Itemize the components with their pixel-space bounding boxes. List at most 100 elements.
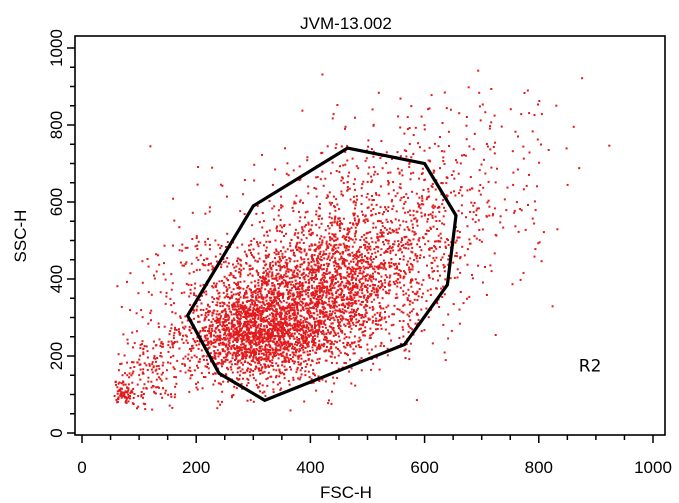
scatter-point xyxy=(190,349,193,352)
scatter-point xyxy=(257,245,260,248)
scatter-point xyxy=(368,265,371,268)
scatter-point xyxy=(375,294,378,297)
scatter-point xyxy=(444,278,447,281)
scatter-point xyxy=(466,189,469,192)
scatter-point xyxy=(415,312,418,315)
scatter-point xyxy=(245,289,248,292)
scatter-point xyxy=(335,305,338,308)
scatter-point xyxy=(354,235,357,238)
scatter-point xyxy=(205,315,208,318)
scatter-point xyxy=(284,358,287,361)
scatter-point xyxy=(276,260,279,263)
scatter-point xyxy=(428,276,431,279)
scatter-point xyxy=(203,335,206,338)
scatter-point xyxy=(264,350,267,353)
scatter-point xyxy=(203,319,206,322)
scatter-point xyxy=(188,325,191,328)
scatter-point xyxy=(396,278,399,281)
scatter-point xyxy=(316,298,319,301)
scatter-point xyxy=(293,260,296,263)
scatter-point xyxy=(303,278,306,281)
scatter-point xyxy=(242,353,245,356)
scatter-point xyxy=(307,370,310,373)
scatter-point xyxy=(362,322,365,325)
scatter-point xyxy=(263,358,266,361)
scatter-point xyxy=(284,284,287,287)
scatter-point xyxy=(427,187,430,190)
scatter-point xyxy=(307,334,310,337)
scatter-point xyxy=(294,228,297,231)
scatter-point xyxy=(313,334,316,337)
scatter-point xyxy=(458,112,461,115)
scatter-point xyxy=(190,284,193,286)
scatter-point xyxy=(328,216,331,219)
scatter-point xyxy=(369,278,372,281)
scatter-point xyxy=(337,217,340,220)
scatter-point xyxy=(368,166,371,169)
scatter-point xyxy=(236,340,239,343)
scatter-point xyxy=(395,272,398,275)
scatter-point xyxy=(158,367,161,370)
scatter-point xyxy=(165,369,168,372)
scatter-point xyxy=(313,277,316,280)
scatter-point xyxy=(271,359,274,362)
scatter-point xyxy=(393,243,396,246)
scatter-point xyxy=(388,231,391,234)
scatter-point xyxy=(364,215,367,218)
scatter-point xyxy=(396,296,399,299)
scatter-point xyxy=(359,303,362,306)
scatter-point xyxy=(294,328,297,331)
scatter-point xyxy=(160,373,163,376)
scatter-point xyxy=(152,347,155,350)
scatter-point xyxy=(311,306,313,309)
scatter-point xyxy=(446,238,448,241)
scatter-point xyxy=(477,264,480,267)
scatter-point xyxy=(270,364,273,367)
scatter-point xyxy=(348,236,350,239)
scatter-point xyxy=(281,335,284,338)
scatter-point xyxy=(198,343,201,346)
scatter-point xyxy=(389,231,392,234)
scatter-point xyxy=(347,239,350,242)
scatter-point xyxy=(381,263,384,266)
scatter-point xyxy=(330,292,333,295)
scatter-point xyxy=(402,258,405,261)
scatter-point xyxy=(250,313,253,315)
scatter-point xyxy=(323,322,326,325)
scatter-point xyxy=(289,354,292,357)
scatter-point xyxy=(283,274,286,277)
scatter-point xyxy=(381,222,384,224)
scatter-point xyxy=(331,278,333,281)
scatter-point xyxy=(288,309,291,312)
scatter-point xyxy=(427,274,430,277)
scatter-point xyxy=(156,254,159,257)
scatter-point xyxy=(380,318,383,321)
scatter-point xyxy=(281,255,284,258)
scatter-point xyxy=(365,218,368,221)
scatter-point xyxy=(288,312,291,314)
scatter-point xyxy=(353,296,356,299)
scatter-point xyxy=(396,285,399,288)
scatter-point xyxy=(324,335,327,338)
scatter-point xyxy=(384,316,387,319)
scatter-point xyxy=(358,328,361,331)
scatter-point xyxy=(222,380,225,383)
scatter-point xyxy=(286,162,289,165)
scatter-point xyxy=(268,365,270,368)
scatter-point xyxy=(312,293,314,296)
scatter-point xyxy=(142,393,145,395)
scatter-point xyxy=(346,286,349,289)
scatter-point xyxy=(307,264,310,267)
scatter-point xyxy=(423,214,426,217)
scatter-point xyxy=(228,322,230,325)
scatter-point xyxy=(242,346,245,349)
scatter-point xyxy=(354,291,357,294)
scatter-point xyxy=(264,281,267,283)
scatter-point xyxy=(253,304,256,307)
scatter-point xyxy=(221,305,224,308)
scatter-point xyxy=(158,263,161,266)
scatter-point xyxy=(336,341,339,344)
scatter-point xyxy=(273,304,276,307)
scatter-point xyxy=(303,316,305,319)
scatter-point xyxy=(299,300,302,303)
